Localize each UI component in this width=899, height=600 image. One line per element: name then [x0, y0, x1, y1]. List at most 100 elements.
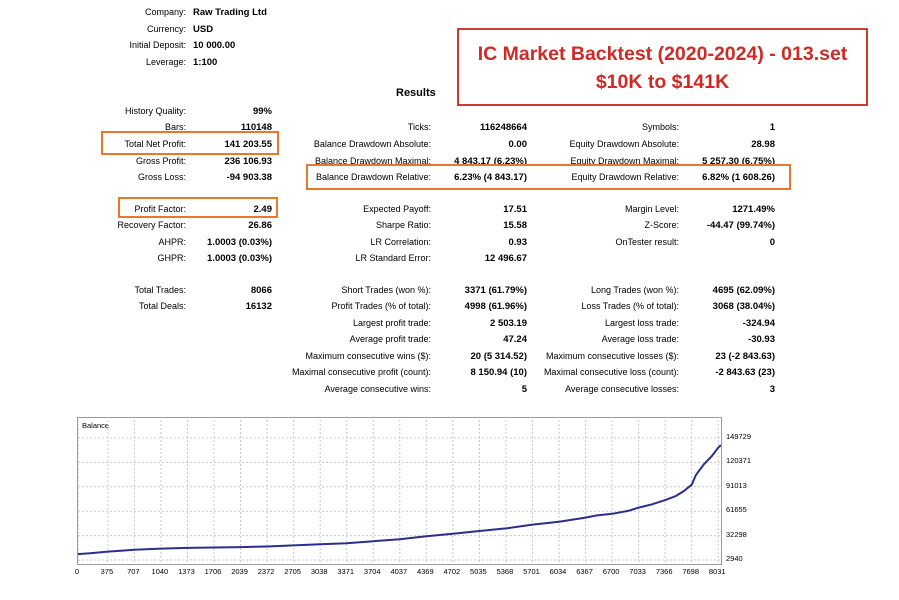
y-tick-label: 120371: [726, 456, 752, 466]
stat-label-average-consecutive-losses: Average consecutive losses:: [565, 384, 679, 394]
stat-label-balance-drawdown-absolute: Balance Drawdown Absolute:: [313, 139, 431, 149]
stat-label-profit-trades-of-total: Profit Trades (% of total):: [331, 301, 431, 311]
highlight-profit-factor: [118, 197, 278, 218]
x-tick-label: 6034: [549, 567, 567, 576]
x-tick-label: 7698: [682, 567, 699, 576]
highlight-drawdown-relative: [306, 164, 791, 190]
x-tick-label: 1040: [151, 567, 169, 576]
stat-label-sharpe-ratio: Sharpe Ratio:: [375, 220, 431, 230]
stat-label-lr-standard-error: LR Standard Error:: [355, 253, 431, 263]
stat-value-long-trades-won: 4695 (62.09%): [712, 285, 775, 296]
stat-label-total-net-profit: Total Net Profit:: [124, 139, 186, 149]
y-tick-label: 32298: [726, 529, 747, 539]
x-tick-label: 7033: [629, 567, 646, 576]
balance-plot: [78, 420, 721, 563]
x-tick-label: 5701: [523, 567, 540, 576]
stat-value-gross-profit: 236 106.93: [224, 156, 272, 167]
results-title: Results: [396, 87, 436, 99]
stat-value-equity-drawdown-absolute: 28.98: [751, 139, 775, 150]
backtest-banner: IC Market Backtest (2020-2024) - 013.set…: [457, 28, 868, 106]
stat-value-equity-drawdown-maximal: 5 257.30 (6.75%): [702, 156, 775, 167]
x-tick-label: 2705: [284, 567, 301, 576]
stat-value-largest-profit-trade: 2 503.19: [490, 318, 527, 329]
stat-label-profit-factor: Profit Factor:: [134, 204, 186, 214]
company-label: Company:: [144, 7, 186, 17]
stat-value-history-quality: 99%: [252, 106, 272, 117]
stat-label-bars: Bars:: [164, 122, 186, 132]
banner-line-2: $10K to $141K: [595, 71, 730, 93]
stat-value-ticks: 116248664: [479, 122, 527, 133]
stat-value-average-loss-trade: -30.93: [748, 334, 775, 345]
stat-value-lr-standard-error: 12 496.67: [484, 253, 527, 264]
company-value: Raw Trading Ltd: [193, 7, 267, 18]
x-tick-label: 3371: [337, 567, 355, 576]
stat-value-balance-drawdown-absolute: 0.00: [508, 139, 528, 150]
stat-label-z-score: Z-Score:: [644, 220, 679, 230]
currency-value: USD: [193, 24, 214, 35]
stat-value-gross-loss: -94 903.38: [226, 172, 272, 183]
x-tick-label: 1373: [178, 567, 195, 576]
y-tick-label: 91013: [726, 480, 747, 490]
stat-label-long-trades-won: Long Trades (won %):: [590, 285, 679, 295]
currency-label: Currency:: [146, 24, 186, 34]
x-tick-label: 4037: [390, 567, 408, 576]
x-tick-label: 2372: [257, 567, 275, 576]
stat-label-gross-profit: Gross Profit:: [135, 156, 186, 166]
x-tick-label: 375: [100, 567, 114, 576]
stat-label-balance-drawdown-maximal: Balance Drawdown Maximal:: [314, 156, 431, 166]
stat-label-ontester-result: OnTester result:: [615, 237, 679, 247]
stat-label-balance-drawdown-relative: Balance Drawdown Relative:: [315, 172, 431, 182]
x-tick-label: 5368: [496, 567, 514, 576]
stat-label-equity-drawdown-relative: Equity Drawdown Relative:: [571, 172, 679, 182]
x-tick-label: 6700: [602, 567, 620, 576]
stat-label-largest-profit-trade: Largest profit trade:: [352, 318, 431, 328]
stat-value-average-consecutive-losses: 3: [769, 384, 775, 395]
stat-value-balance-drawdown-relative: 6.23% (4 843.17): [454, 172, 527, 183]
stat-label-maximum-consecutive-wins: Maximum consecutive wins ($):: [305, 351, 431, 361]
x-tick-label: 6367: [576, 567, 593, 576]
leverage-label: Leverage:: [145, 57, 186, 67]
stat-value-maximum-consecutive-losses: 23 (-2 843.63): [715, 351, 775, 362]
stat-value-profit-trades-of-total: 4998 (61.96%): [464, 301, 527, 312]
stat-label-maximal-consecutive-loss-count: Maximal consecutive loss (count):: [543, 367, 679, 377]
balance-line: [78, 444, 721, 556]
x-tick-label: 1706: [204, 567, 222, 576]
x-tick-label: 0: [74, 567, 80, 576]
stat-value-bars: 110148: [240, 122, 272, 133]
stat-value-total-net-profit: 141 203.55: [224, 139, 272, 150]
stat-value-largest-loss-trade: -324.94: [742, 318, 775, 329]
stat-value-ghpr: 1.0003 (0.03%): [207, 253, 272, 264]
stat-label-average-loss-trade: Average loss trade:: [601, 334, 679, 344]
stat-label-symbols: Symbols:: [641, 122, 679, 132]
leverage-value: 1:100: [193, 57, 218, 68]
stat-value-short-trades-won: 3371 (61.79%): [464, 285, 527, 296]
stat-value-loss-trades-of-total: 3068 (38.04%): [712, 301, 775, 312]
stat-label-gross-loss: Gross Loss:: [137, 172, 186, 182]
stat-value-total-trades: 8066: [250, 285, 272, 296]
stat-label-maximal-consecutive-profit-count: Maximal consecutive profit (count):: [291, 367, 431, 377]
stat-label-lr-correlation: LR Correlation:: [370, 237, 431, 247]
x-tick-label: 4702: [443, 567, 461, 576]
stat-value-average-profit-trade: 47.24: [503, 334, 527, 345]
x-tick-label: 8031: [708, 567, 726, 576]
chart-title: Balance: [82, 421, 110, 430]
stat-label-average-consecutive-wins: Average consecutive wins:: [324, 384, 431, 394]
stat-value-average-consecutive-wins: 5: [521, 384, 527, 395]
y-tick-label: 149729: [726, 432, 752, 441]
balance-chart: Balance: [77, 417, 722, 565]
x-tick-label: 3704: [363, 567, 381, 576]
stat-value-symbols: 1: [769, 122, 775, 133]
x-tick-label: 7366: [655, 567, 673, 576]
stat-label-short-trades-won: Short Trades (won %):: [341, 285, 431, 295]
stat-label-average-profit-trade: Average profit trade:: [349, 334, 431, 344]
stat-value-margin-level: 1271.49%: [732, 204, 775, 215]
x-tick-label: 2039: [231, 567, 248, 576]
stat-value-profit-factor: 2.49: [253, 204, 273, 215]
stat-label-margin-level: Margin Level:: [624, 204, 679, 214]
y-tick-label: 61655: [726, 505, 747, 515]
stat-label-maximum-consecutive-losses: Maximum consecutive losses ($):: [545, 351, 679, 361]
stat-label-equity-drawdown-absolute: Equity Drawdown Absolute:: [569, 139, 679, 149]
stat-label-equity-drawdown-maximal: Equity Drawdown Maximal:: [570, 156, 679, 166]
stat-label-expected-payoff: Expected Payoff:: [363, 204, 431, 214]
stat-label-ahpr: AHPR:: [158, 237, 186, 247]
